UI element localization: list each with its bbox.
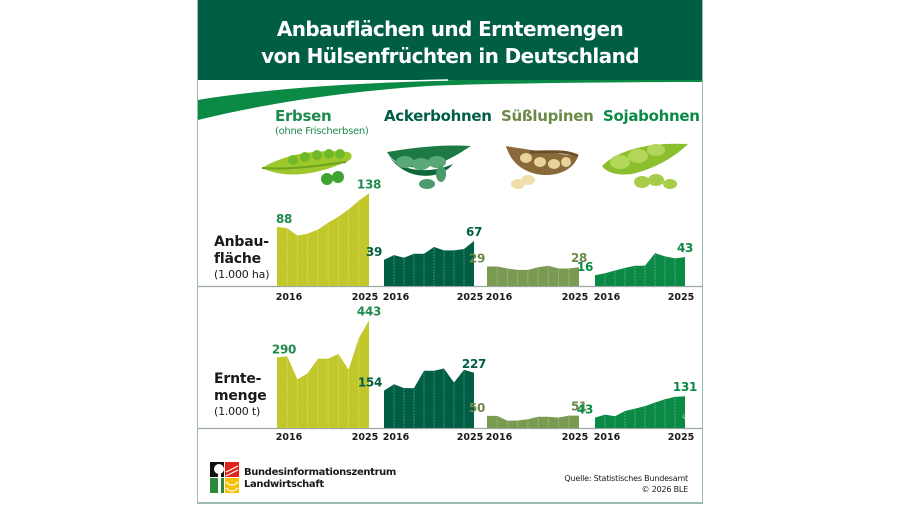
end-value-label: 43 <box>677 241 693 255</box>
row-label-harvest-line2: menge <box>214 388 267 404</box>
header-background <box>198 0 702 80</box>
end-value-label: 28 <box>571 251 587 265</box>
row-unit-area: (1.000 ha) <box>214 268 270 281</box>
area-ackerbohnen-erntemenge <box>384 368 474 428</box>
soybean-pod-icon <box>602 143 688 189</box>
crop-subtitle-erbsen: (ohne Frischerbsen) <box>275 126 369 137</box>
tick-label-start: 2016 <box>276 432 303 443</box>
tick-label-end: 2025 <box>668 292 694 303</box>
row-label-area-line2: fläche <box>214 251 261 267</box>
title-line-1: Anbauflächen und Erntemengen <box>276 17 624 41</box>
header-swoosh-line <box>198 79 449 100</box>
end-value-label: 67 <box>466 225 482 239</box>
row-label-area-line1: Anbau- <box>214 234 269 250</box>
ble-logo-icon <box>210 462 239 493</box>
area-ackerbohnen-anbaufläche <box>384 241 474 286</box>
row-label-harvest-line1: Ernte- <box>214 371 262 387</box>
area-sojabohnen-erntemenge <box>595 396 685 428</box>
row-unit-harvest: (1.000 t) <box>214 405 261 418</box>
area-süßlupinen-erntemenge <box>487 415 579 428</box>
organization-name-line1: Bundesinformationszentrum <box>244 467 396 478</box>
watermark-copyright: © BLE <box>682 405 698 420</box>
end-value-label: 138 <box>357 177 381 191</box>
start-value-label: 39 <box>366 245 382 259</box>
tick-label-start: 2016 <box>486 292 513 303</box>
tick-label-start: 2016 <box>276 292 303 303</box>
tick-label-start: 2016 <box>594 432 621 443</box>
organization-name: Bundesinformationszentrum Landwirtschaft <box>244 467 396 491</box>
area-erbsen-erntemenge <box>277 320 369 428</box>
crop-name-suesslupinen: Süßlupinen <box>501 107 594 125</box>
area-erbsen-anbaufläche <box>277 193 369 286</box>
tick-label-start: 2016 <box>383 292 410 303</box>
copyright-text: © 2026 BLE <box>641 485 689 494</box>
source-text: Quelle: Statistisches Bundesamt <box>564 474 688 483</box>
header-swoosh-white <box>198 82 702 120</box>
crop-name-ackerbohnen: Ackerbohnen <box>384 107 492 125</box>
tick-label-start: 2016 <box>486 432 513 443</box>
start-value-label: 50 <box>469 401 485 415</box>
start-value-label: 16 <box>577 260 593 274</box>
end-value-label: 51 <box>571 400 587 414</box>
organization-name-line2: Landwirtschaft <box>244 479 324 490</box>
tick-label-end: 2025 <box>352 432 378 443</box>
title-line-2: von Hülsenfrüchten in Deutschland <box>261 44 639 68</box>
tick-label-start: 2016 <box>594 292 621 303</box>
tick-label-end: 2025 <box>562 292 588 303</box>
tick-label-end: 2025 <box>562 432 588 443</box>
tick-label-end: 2025 <box>457 292 483 303</box>
pea-pod-icon <box>261 149 352 185</box>
tick-label-start: 2016 <box>383 432 410 443</box>
start-value-label: 88 <box>276 212 292 226</box>
crop-name-erbsen: Erbsen <box>275 107 332 125</box>
tick-label-end: 2025 <box>457 432 483 443</box>
lupin-pod-icon <box>506 146 579 189</box>
start-value-label: 29 <box>469 252 485 266</box>
tick-label-end: 2025 <box>352 292 378 303</box>
source-note: Quelle: Statistisches Bundesamt © 2026 B… <box>564 473 688 495</box>
start-value-label: 154 <box>358 376 382 390</box>
end-value-label: 227 <box>462 357 486 371</box>
broad-bean-pod-icon <box>387 145 471 189</box>
tick-label-end: 2025 <box>668 432 694 443</box>
start-value-label: 290 <box>272 343 296 357</box>
infographic: Anbauflächen und Erntemengen von Hülsenf… <box>197 0 703 504</box>
crop-name-sojabohnen: Sojabohnen <box>603 107 700 125</box>
end-value-label: 443 <box>357 304 381 318</box>
area-süßlupinen-anbaufläche <box>487 265 579 286</box>
header-banner <box>198 0 702 120</box>
end-value-label: 131 <box>673 380 697 394</box>
start-value-label: 43 <box>577 403 593 417</box>
area-sojabohnen-anbaufläche <box>595 253 685 286</box>
